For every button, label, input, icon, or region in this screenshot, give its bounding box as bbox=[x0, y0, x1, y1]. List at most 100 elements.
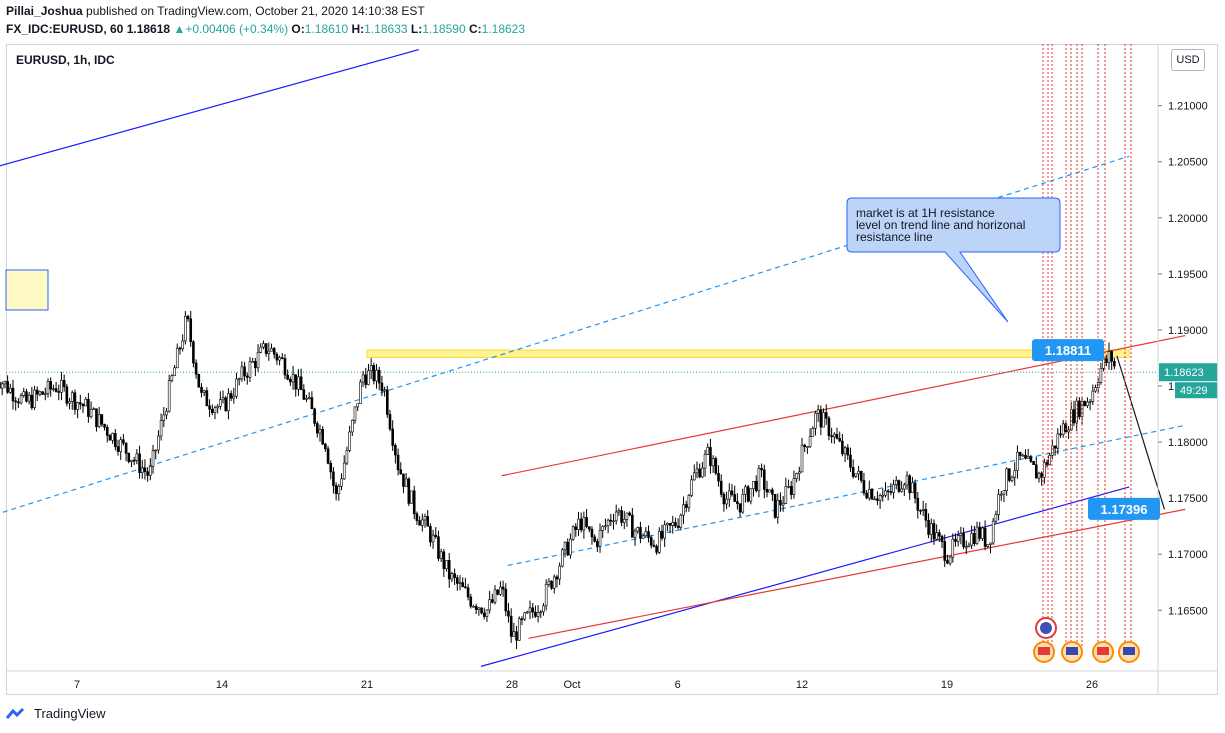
candle-body bbox=[345, 450, 349, 464]
candle-body bbox=[1026, 456, 1030, 459]
candle-body bbox=[291, 374, 295, 383]
candle-body bbox=[170, 375, 174, 381]
candle-body bbox=[741, 494, 745, 513]
candle-body bbox=[838, 438, 842, 442]
candle-body bbox=[779, 499, 782, 506]
candle-body bbox=[991, 520, 995, 544]
candle-body bbox=[967, 544, 971, 548]
annotation-callout bbox=[846, 197, 1061, 323]
candle-body bbox=[76, 402, 79, 410]
candle-body bbox=[240, 366, 244, 380]
candle-body bbox=[318, 429, 322, 434]
candle-body bbox=[631, 514, 634, 538]
candle-body bbox=[245, 375, 249, 378]
candle-body bbox=[434, 534, 438, 538]
candle-body bbox=[1043, 462, 1046, 478]
candle-body bbox=[830, 435, 833, 438]
candle-body bbox=[687, 495, 691, 508]
candle-body bbox=[0, 383, 4, 389]
candle-body bbox=[324, 443, 327, 450]
x-tick-label: 14 bbox=[216, 679, 228, 691]
candle-body bbox=[1021, 454, 1025, 457]
candle-body bbox=[499, 586, 502, 595]
candle-body bbox=[1099, 368, 1103, 383]
candle-body bbox=[781, 502, 785, 506]
candle-body bbox=[399, 469, 403, 475]
candle-body bbox=[808, 436, 812, 447]
x-tick-label: 26 bbox=[1086, 679, 1098, 691]
candle-body bbox=[54, 388, 58, 392]
candle-body bbox=[816, 409, 820, 414]
candle-body bbox=[27, 394, 31, 402]
candle-body bbox=[1032, 461, 1035, 465]
candle-body bbox=[609, 519, 613, 522]
candle-body bbox=[364, 374, 368, 385]
candle-body bbox=[421, 519, 424, 526]
candle-body bbox=[289, 379, 292, 383]
candle-body bbox=[846, 447, 850, 456]
candle-body bbox=[641, 535, 645, 539]
candle-body bbox=[1013, 470, 1017, 478]
y-tick-label: 1.18000 bbox=[1168, 437, 1208, 449]
candle-body bbox=[806, 446, 809, 448]
currency-button[interactable]: USD bbox=[1171, 49, 1205, 71]
candle-body bbox=[539, 611, 543, 614]
candle-body bbox=[192, 341, 195, 364]
high-value: 1.18633 bbox=[364, 22, 408, 36]
candle-body bbox=[798, 471, 801, 474]
candle-body bbox=[983, 527, 987, 547]
candle-body bbox=[326, 448, 330, 464]
candle-body bbox=[824, 412, 828, 419]
candle-body bbox=[1005, 468, 1008, 491]
candle-body bbox=[711, 458, 715, 467]
candle-body bbox=[353, 406, 357, 421]
candle-body bbox=[956, 535, 960, 542]
candle-body bbox=[70, 392, 74, 402]
candle-body bbox=[491, 599, 494, 603]
candle-body bbox=[1107, 351, 1111, 363]
y-tick-label: 1.21000 bbox=[1168, 101, 1208, 113]
close-label: C: bbox=[468, 22, 482, 36]
candle-body bbox=[224, 397, 228, 412]
y-tick-label: 1.17000 bbox=[1168, 549, 1208, 561]
candle-body bbox=[272, 348, 276, 355]
candle-body bbox=[17, 401, 20, 404]
candle-body bbox=[60, 380, 63, 393]
candle-body bbox=[889, 491, 893, 493]
candle-body bbox=[482, 612, 486, 617]
candle-body bbox=[310, 397, 314, 410]
candle-body bbox=[932, 523, 936, 540]
candle-body bbox=[924, 509, 928, 521]
candle-body bbox=[22, 391, 26, 396]
candle-body bbox=[800, 444, 804, 473]
candle-body bbox=[305, 397, 308, 400]
candle-body bbox=[663, 524, 666, 539]
candle-body bbox=[989, 542, 992, 545]
candle-body bbox=[574, 526, 578, 530]
candle-body bbox=[746, 486, 750, 502]
candle-body bbox=[44, 393, 47, 396]
candle-body bbox=[684, 504, 688, 508]
candle-body bbox=[334, 485, 338, 495]
candle-body bbox=[221, 397, 225, 401]
candle-body bbox=[587, 526, 591, 530]
candle-body bbox=[124, 442, 128, 454]
candle-body bbox=[876, 498, 879, 501]
candle-body bbox=[1010, 476, 1014, 481]
candle-body bbox=[870, 488, 874, 500]
candle-body bbox=[795, 473, 798, 479]
candle-body bbox=[897, 480, 901, 492]
x-tick-label: 7 bbox=[74, 679, 80, 691]
candle-body bbox=[369, 365, 373, 372]
candle-body bbox=[450, 573, 454, 580]
candle-body bbox=[501, 586, 505, 590]
annotation-line: market is at 1H resistance bbox=[856, 206, 995, 220]
candle-body bbox=[811, 427, 815, 437]
candle-body bbox=[698, 468, 701, 478]
candle-body bbox=[456, 577, 459, 584]
candle-body bbox=[566, 541, 570, 556]
candle-body bbox=[146, 471, 149, 476]
dashed-channel-middle bbox=[507, 424, 1186, 567]
candle-body bbox=[814, 412, 817, 429]
